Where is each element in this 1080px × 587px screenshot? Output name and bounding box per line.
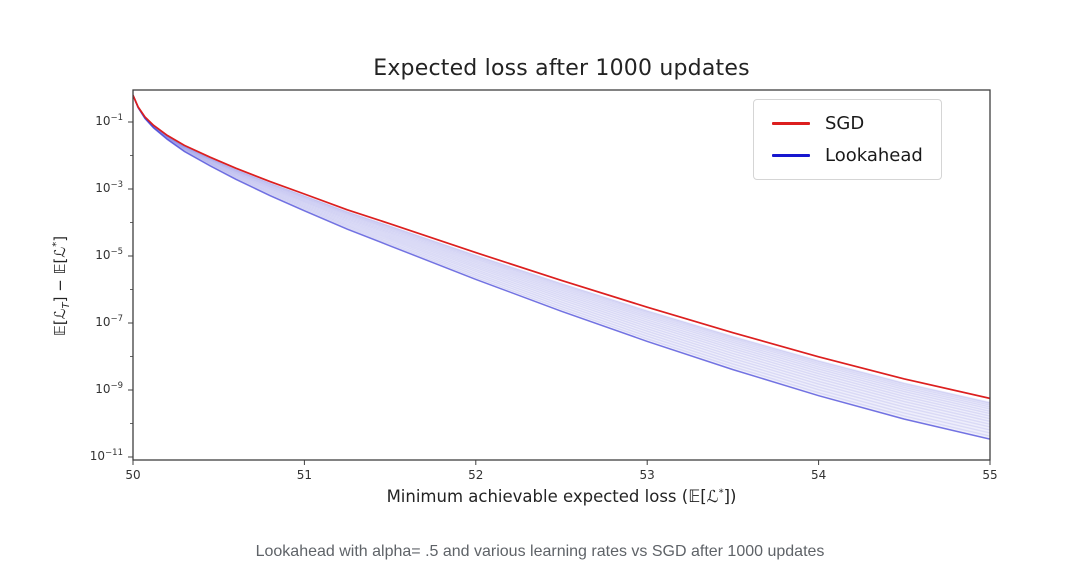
- y-tick-label: 10−7: [95, 313, 123, 329]
- legend-swatch-sgd-line: [772, 122, 810, 125]
- curves-group: [133, 94, 990, 440]
- x-tick-label: 55: [982, 468, 998, 482]
- legend-item-lookahead: Lookahead: [772, 145, 923, 166]
- y-tick-label: 10−5: [95, 246, 123, 262]
- x-tick-label: 53: [639, 468, 655, 482]
- figure-caption: Lookahead with alpha= .5 and various lea…: [255, 543, 825, 560]
- lookahead-band-curve: [133, 94, 990, 417]
- axes-frame: [132, 89, 991, 461]
- x-axis-label-sup: *: [718, 487, 724, 499]
- legend-item-sgd: SGD: [772, 113, 923, 134]
- y-axis-label: 𝔼[ℒT] − 𝔼[ℒ*]: [51, 136, 73, 436]
- y-tick-label: 10−9: [95, 380, 123, 396]
- lookahead-band: [133, 95, 990, 440]
- lookahead-band-curve: [133, 94, 990, 420]
- x-tick-label: 54: [810, 468, 827, 482]
- legend-label-sgd: SGD: [825, 113, 865, 134]
- y-tick-label: 10−3: [95, 179, 123, 195]
- y-axis-label-sub: T: [61, 302, 72, 309]
- legend: SGD Lookahead: [753, 99, 942, 180]
- legend-label-lookahead: Lookahead: [825, 145, 923, 166]
- x-tick-label: 52: [468, 468, 484, 482]
- lookahead-curve: [133, 94, 990, 440]
- x-tick-label: 51: [296, 468, 313, 482]
- y-axis-label-post: ]: [51, 235, 69, 242]
- sgd-curve: [133, 94, 990, 400]
- x-axis-label-post: ]): [723, 487, 737, 506]
- x-tick-label: 50: [125, 468, 141, 482]
- y-tick-label: 10−11: [89, 447, 123, 463]
- chart-title: Expected loss after 1000 updates: [373, 56, 750, 81]
- y-axis-label-mid: ] − 𝔼[ℒ: [51, 246, 69, 303]
- y-axis-label-sup: *: [51, 241, 62, 247]
- legend-swatch-lookahead-line: [772, 154, 810, 157]
- x-axis-label: Minimum achievable expected loss (𝔼[ℒ*]): [133, 487, 990, 506]
- y-axis-label-pre: 𝔼[ℒ: [51, 308, 69, 337]
- y-tick-label: 10−1: [95, 112, 123, 128]
- x-axis-label-pre: Minimum achievable expected loss (𝔼[ℒ: [386, 487, 719, 506]
